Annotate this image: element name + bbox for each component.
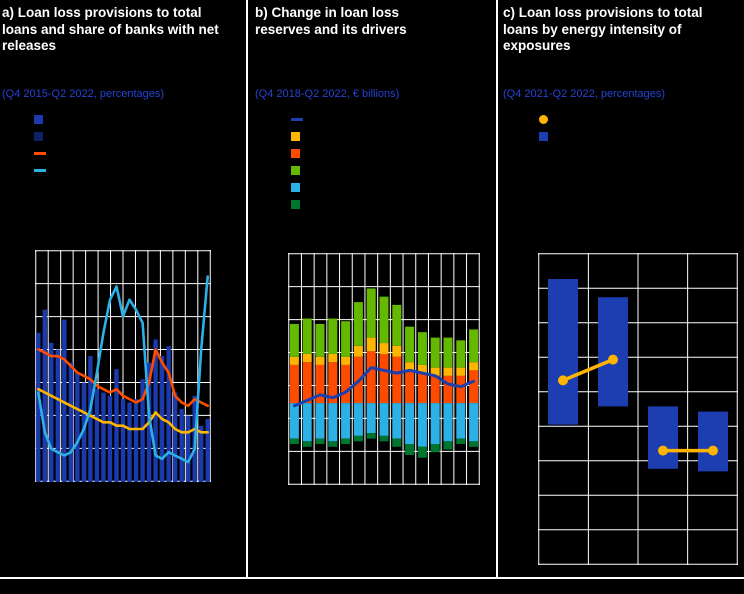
legend-marker-square-icon <box>539 132 548 141</box>
legend-item <box>291 128 303 145</box>
legend-item <box>291 162 303 179</box>
legend-marker-square-icon <box>291 149 300 158</box>
panel-a-legend <box>34 111 46 179</box>
legend-item <box>291 145 303 162</box>
legend-marker-square-icon <box>291 200 300 209</box>
panel-c-legend <box>539 111 548 145</box>
legend-item <box>34 145 46 162</box>
panel-b-subtitle: (Q4 2018-Q2 2022, € billions) <box>255 88 400 100</box>
legend-item <box>539 111 548 128</box>
legend-marker-square-icon <box>291 183 300 192</box>
legend-item <box>34 111 46 128</box>
legend-item <box>291 196 303 213</box>
legend-marker-dot-icon <box>539 115 548 124</box>
panel-divider-1 <box>246 0 248 578</box>
legend-marker-square-icon <box>34 132 43 141</box>
legend-item <box>291 179 303 196</box>
panel-b-legend <box>291 111 303 213</box>
legend-item <box>291 111 303 128</box>
legend-item <box>34 128 46 145</box>
legend-marker-dash-icon <box>34 151 46 156</box>
panel-c-subtitle: (Q4 2021-Q2 2022, percentages) <box>503 88 666 100</box>
panel-b-title: b) Change in loan loss reserves and its … <box>255 5 407 37</box>
panel-c-title: c) Loan loss provisions to total loans b… <box>503 5 703 54</box>
panel-a-subtitle: (Q4 2015-Q2 2022, percentages) <box>2 88 165 100</box>
legend-marker-dash-icon <box>291 117 303 122</box>
legend-marker-dash-icon <box>34 168 46 173</box>
panel-b-chart <box>288 253 480 485</box>
panel-a-title: a) Loan loss provisions to total loans a… <box>2 5 219 54</box>
legend-marker-square-icon <box>291 132 300 141</box>
legend-marker-square-icon <box>34 115 43 124</box>
panel-c-chart <box>538 253 738 565</box>
bottom-border <box>0 577 744 579</box>
panel-a-chart <box>35 250 211 482</box>
legend-item <box>539 128 548 145</box>
legend-marker-square-icon <box>291 166 300 175</box>
legend-item <box>34 162 46 179</box>
panel-divider-2 <box>496 0 498 578</box>
